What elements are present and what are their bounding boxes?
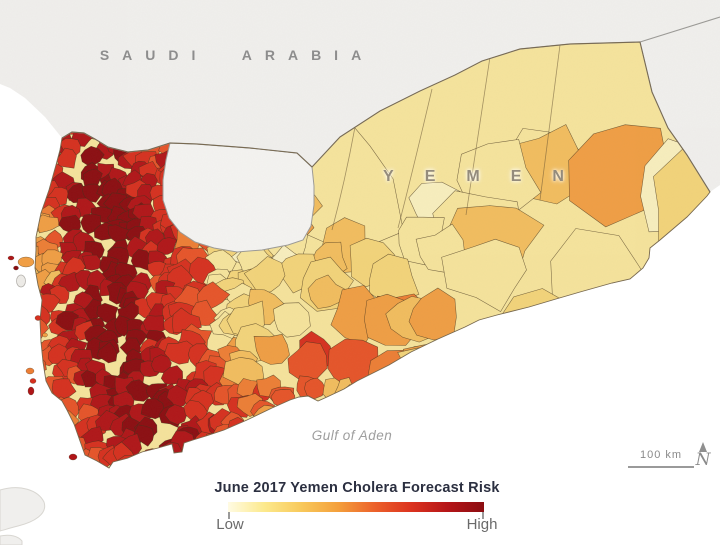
legend-title: June 2017 Yemen Cholera Forecast Risk — [214, 480, 500, 496]
african-coast-sketch — [0, 487, 46, 545]
legend-high-label: High — [466, 516, 498, 533]
scale-bar: 100 km — [628, 449, 694, 468]
country-borders — [34, 16, 720, 469]
scale-bar-label: 100 km — [639, 449, 683, 461]
legend-gradient-bar — [228, 502, 484, 512]
north-arrow-letter: N — [695, 450, 711, 470]
scale-bar-line — [628, 466, 694, 468]
saudi-arabia-label: SAUDI ARABIA — [99, 47, 375, 63]
north-arrow-icon: N — [693, 442, 713, 470]
legend-tick-low — [228, 512, 230, 519]
legend-tick-high — [482, 512, 484, 519]
north-arrow-triangle — [699, 442, 707, 452]
gulf-of-aden-label: Gulf of Aden — [311, 428, 393, 443]
yemen-label: YEMEN — [383, 168, 595, 185]
legend-low-label: Low — [216, 516, 244, 533]
islands — [7, 255, 78, 461]
